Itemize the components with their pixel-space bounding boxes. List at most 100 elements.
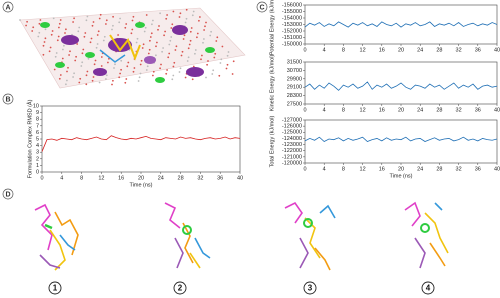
water-dot — [76, 43, 79, 45]
x-tick-label: 8 — [80, 175, 83, 181]
water-dot — [42, 44, 45, 47]
water-dot — [157, 28, 159, 31]
simulation-box — [19, 7, 246, 89]
water-dot — [38, 22, 41, 25]
water-dot — [57, 35, 60, 38]
x-tick-label: 4 — [60, 175, 63, 181]
water-dot — [67, 66, 69, 69]
y-tick-label: 29100 — [287, 85, 302, 91]
water-dot — [166, 69, 169, 71]
water-dot — [204, 25, 206, 28]
water-dot — [205, 76, 207, 79]
water-dot — [81, 61, 84, 64]
water-dot — [182, 38, 185, 40]
water-dot — [66, 70, 68, 73]
plot-frame — [41, 105, 241, 173]
panel-badge — [256, 1, 268, 13]
water-dot — [211, 73, 214, 75]
water-dot — [114, 63, 116, 66]
x-tick-label: 0 — [40, 175, 43, 181]
y-tick-label: -125000 — [282, 130, 302, 136]
water-dot — [87, 57, 90, 60]
water-dot — [151, 23, 153, 26]
water-dot — [131, 28, 134, 31]
water-dot — [158, 25, 160, 27]
water-dot — [65, 83, 67, 86]
water-dot — [86, 70, 89, 73]
water-dot — [125, 23, 128, 25]
water-dot — [231, 73, 234, 75]
x-tick-label: 28 — [436, 107, 442, 113]
data-line — [41, 135, 241, 152]
water-dot — [90, 37, 93, 40]
water-dot — [152, 19, 154, 22]
water-dot — [172, 10, 175, 13]
x-tick-label: 12 — [360, 166, 366, 172]
water-dot — [100, 56, 103, 58]
water-dot — [138, 76, 141, 79]
water-dot — [26, 20, 28, 23]
water-dot — [209, 34, 212, 37]
water-dot — [98, 81, 101, 84]
water-dot — [213, 56, 216, 59]
water-dot — [194, 49, 197, 51]
water-dot — [39, 19, 42, 21]
y-tick-label: 7 — [36, 123, 39, 129]
water-dot — [196, 36, 198, 39]
water-dot — [72, 76, 74, 78]
water-dot — [142, 43, 145, 46]
water-dot — [54, 55, 57, 58]
water-dot — [92, 21, 95, 23]
water-dot — [98, 17, 101, 20]
water-dot — [180, 54, 183, 57]
y-tick-label: 4 — [36, 143, 39, 149]
y-tick-label: -154000 — [282, 15, 302, 21]
y-tick-label: 30700 — [287, 68, 302, 74]
water-dot — [188, 43, 191, 46]
water-dot — [172, 74, 175, 77]
water-dot — [107, 61, 109, 64]
water-dot — [89, 41, 92, 44]
water-dot — [168, 52, 171, 55]
x-axis-label: Time (ns) — [129, 182, 152, 188]
water-dot — [105, 74, 108, 77]
y-tick-label: -153000 — [282, 22, 302, 28]
y-axis-label: Total Energy (kJ/mol) — [269, 116, 275, 168]
x-tick-label: 12 — [360, 107, 366, 113]
y-axis-label: Formulation Complex RMSD (Å) — [26, 99, 33, 178]
water-dot — [189, 39, 192, 42]
water-dot — [132, 15, 135, 18]
water-dot — [156, 41, 158, 44]
water-dot — [202, 41, 204, 44]
water-dot — [49, 46, 52, 49]
water-dot — [191, 14, 194, 17]
x-axis-label: Time (ns) — [389, 173, 412, 179]
water-dot — [132, 70, 135, 73]
water-dot — [144, 26, 147, 29]
water-dot — [164, 30, 167, 33]
water-dot — [102, 39, 105, 42]
y-tick-label: 29900 — [287, 76, 302, 82]
plot-frame — [304, 119, 498, 164]
water-dot — [139, 63, 142, 66]
water-dot — [194, 52, 196, 55]
water-dot — [225, 67, 228, 70]
water-dot — [173, 61, 176, 64]
water-dot — [25, 24, 27, 27]
x-tick-label: 0 — [303, 107, 306, 113]
y-tick-label: -150000 — [282, 41, 302, 47]
water-dot — [191, 78, 194, 81]
water-dot — [210, 30, 213, 33]
water-dot — [147, 52, 150, 55]
x-tick-label: 20 — [398, 47, 404, 53]
water-dot — [69, 50, 71, 53]
water-dot — [196, 32, 199, 35]
water-dot — [92, 76, 95, 78]
water-dot — [120, 68, 122, 71]
water-dot — [192, 10, 195, 13]
panel-badge — [2, 93, 14, 105]
panel-badge — [2, 188, 14, 200]
water-dot — [66, 79, 68, 82]
water-dot — [94, 59, 97, 62]
